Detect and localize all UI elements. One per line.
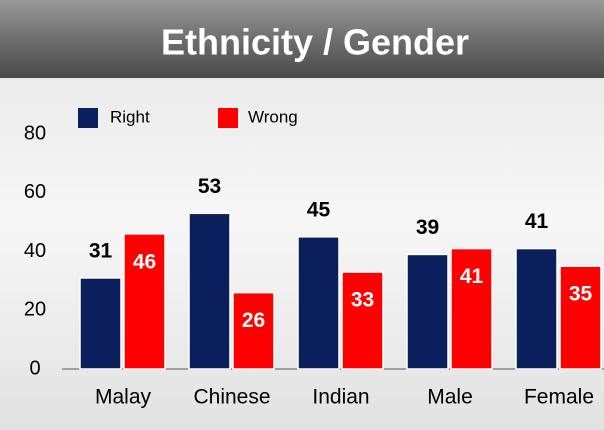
y-tick-label: 80 bbox=[24, 122, 46, 144]
bar bbox=[232, 291, 275, 370]
legend-label: Right bbox=[110, 107, 150, 126]
data-label: 46 bbox=[133, 250, 156, 273]
legend-swatch bbox=[78, 108, 98, 128]
x-tick-label: Indian bbox=[312, 386, 369, 409]
bar bbox=[559, 265, 602, 370]
legend-swatch bbox=[218, 108, 238, 128]
legend-label: Wrong bbox=[248, 107, 298, 126]
data-label: 33 bbox=[351, 289, 374, 312]
x-tick-label: Chinese bbox=[193, 386, 270, 409]
bar bbox=[515, 247, 558, 370]
data-label: 39 bbox=[416, 216, 439, 239]
x-tick-label: Female bbox=[524, 386, 594, 409]
x-tick-label: Malay bbox=[95, 386, 152, 409]
y-tick-label: 0 bbox=[29, 357, 40, 379]
data-label: 53 bbox=[198, 175, 221, 198]
data-label: 41 bbox=[460, 265, 484, 288]
bar bbox=[188, 212, 231, 370]
bar bbox=[450, 247, 493, 370]
bar bbox=[79, 277, 122, 370]
data-label: 26 bbox=[242, 309, 265, 332]
bar bbox=[297, 236, 340, 370]
bar bbox=[341, 271, 384, 370]
y-tick-label: 20 bbox=[24, 299, 46, 321]
y-tick-label: 40 bbox=[24, 240, 46, 262]
x-tick-label: Male bbox=[427, 386, 473, 409]
chart-title: Ethnicity / Gender bbox=[161, 22, 469, 63]
data-label: 45 bbox=[307, 198, 331, 221]
bar bbox=[123, 233, 166, 370]
y-tick-label: 60 bbox=[24, 181, 46, 203]
data-label: 31 bbox=[89, 239, 113, 262]
bar bbox=[406, 253, 449, 370]
data-label: 41 bbox=[525, 210, 549, 233]
data-label: 35 bbox=[569, 283, 593, 306]
title-banner bbox=[0, 0, 604, 78]
